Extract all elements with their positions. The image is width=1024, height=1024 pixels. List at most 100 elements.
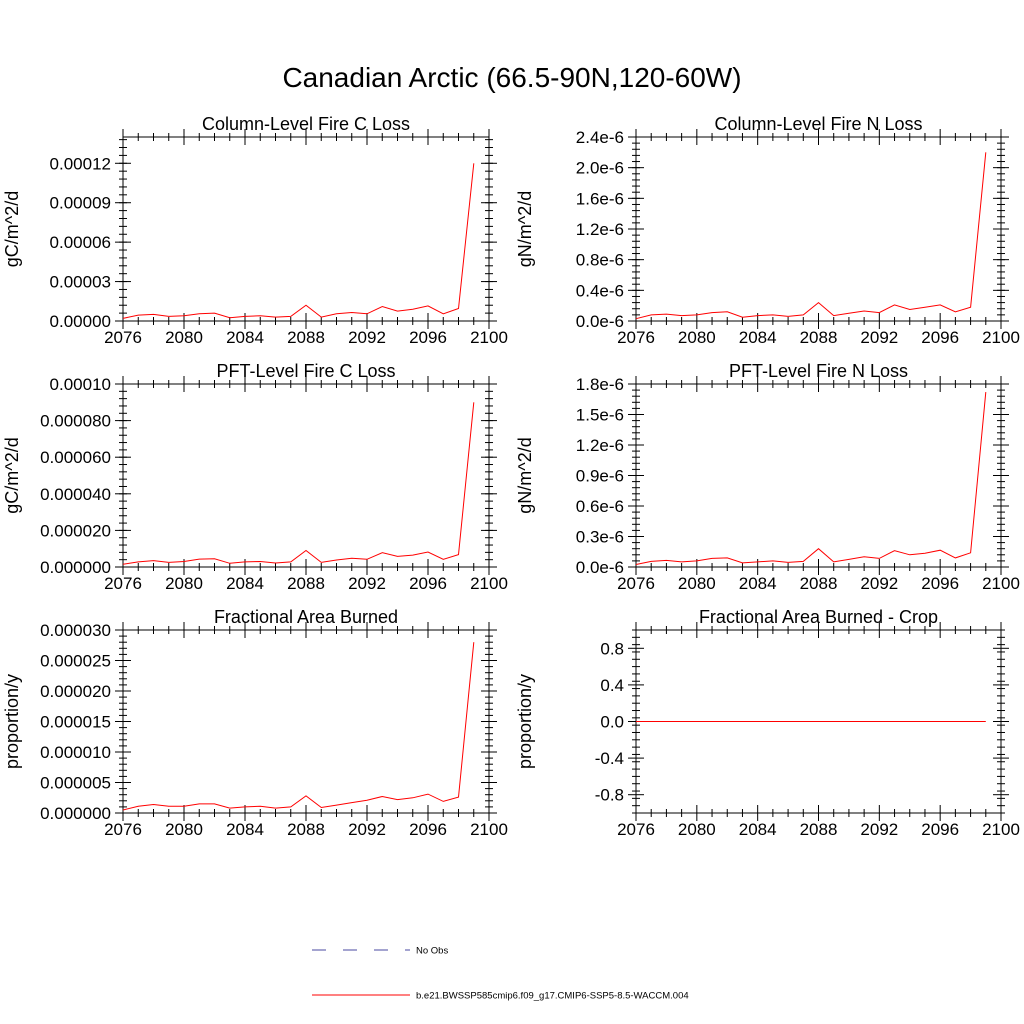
x-tick-label: 2080 (678, 328, 716, 347)
x-tick-label: 2100 (470, 820, 508, 839)
chart-panel-2: Column-Level Fire N Loss gN/m^2/d 2076 2080… (515, 114, 1020, 347)
y-axis-label: gC/m^2/d (2, 191, 22, 267)
x-tick-label: 2084 (739, 328, 777, 347)
chart-panel-5: Fractional Area Burned proportion/y 2076 20… (2, 607, 508, 839)
y-tick-label: 0.4 (600, 676, 624, 695)
plot-frame (122, 136, 490, 322)
x-tick-label: 2088 (800, 820, 838, 839)
x-tick-label: 2088 (800, 328, 838, 347)
x-tick-label: 2088 (287, 820, 325, 839)
y-tick-label: 0.00003 (50, 273, 111, 292)
x-tick-label: 2076 (617, 328, 655, 347)
x-tick-label: 2100 (470, 328, 508, 347)
y-tick-label: 0.00009 (50, 194, 111, 213)
series-line-1 (122, 163, 475, 319)
x-tick-label: 2092 (348, 574, 386, 593)
panel-title: PFT-Level Fire C Loss (216, 361, 395, 381)
series-line-1 (122, 402, 475, 565)
x-tick-label: 2096 (409, 820, 447, 839)
figure-title: Canadian Arctic (66.5-90N,120-60W) (282, 62, 742, 93)
y-axis-label: proportion/y (2, 674, 22, 769)
chart-panel-1: Column-Level Fire C Loss gC/m^2/d 2076 2080… (2, 114, 508, 347)
x-tick-label: 2092 (860, 574, 898, 593)
chart-panel-6: Fractional Area Burned - Crop proportion/… (515, 607, 1020, 839)
x-tick-label: 2076 (104, 820, 142, 839)
legend-label: No Obs (416, 946, 448, 957)
y-axis-label: gC/m^2/d (2, 437, 22, 513)
y-tick-label: 0.0 (600, 713, 624, 732)
chart-panel-3: PFT-Level Fire C Loss gC/m^2/d 2076 2080 208… (2, 361, 508, 593)
y-tick-label: 0.000010 (40, 743, 111, 762)
x-tick-label: 2084 (739, 574, 777, 593)
series-line-1 (635, 392, 987, 565)
y-tick-label: 0.8e-6 (576, 251, 624, 270)
y-tick-label: 0.000015 (40, 713, 111, 732)
x-tick-label: 2080 (678, 574, 716, 593)
y-tick-label: 1.2e-6 (576, 436, 624, 455)
y-tick-label: 0.000020 (40, 521, 111, 540)
y-tick-label: 0.000000 (40, 558, 111, 577)
x-tick-label: 2096 (921, 574, 959, 593)
y-tick-label: 0.00006 (50, 233, 111, 252)
plot-frame (635, 383, 1002, 568)
x-tick-label: 2080 (165, 328, 203, 347)
y-tick-label: 0.00012 (50, 154, 111, 173)
plot-frame (122, 629, 490, 814)
chart-panel-4: PFT-Level Fire N Loss gN/m^2/d 2076 2080 208… (515, 361, 1020, 593)
panel-title: PFT-Level Fire N Loss (729, 361, 908, 381)
series-line-1 (122, 642, 475, 811)
y-axis-label: gN/m^2/d (515, 437, 535, 513)
x-tick-label: 2088 (287, 574, 325, 593)
y-tick-label: 0.000000 (40, 804, 111, 823)
y-tick-label: 0.9e-6 (576, 467, 624, 486)
x-tick-label: 2084 (739, 820, 777, 839)
y-tick-label: 0.000080 (40, 412, 111, 431)
x-tick-label: 2084 (226, 574, 264, 593)
y-tick-label: 0.000025 (40, 652, 111, 671)
y-tick-label: 0.000020 (40, 682, 111, 701)
x-tick-label: 2076 (617, 820, 655, 839)
x-tick-label: 2080 (678, 820, 716, 839)
x-tick-label: 2092 (860, 328, 898, 347)
y-tick-label: 0.0e-6 (576, 558, 624, 577)
panel-title: Column-Level Fire C Loss (202, 114, 410, 134)
x-tick-label: 2100 (470, 574, 508, 593)
y-tick-label: 0.00000 (50, 312, 111, 331)
y-axis-label: gN/m^2/d (515, 191, 535, 267)
y-tick-label: 0.000040 (40, 485, 111, 504)
panel-title: Fractional Area Burned - Crop (699, 607, 938, 627)
y-tick-label: 1.8e-6 (576, 375, 624, 394)
x-tick-label: 2084 (226, 820, 264, 839)
x-tick-label: 2088 (800, 574, 838, 593)
legend: No Obs b.e21.BWSSP585cmip6.f09_g17.CMIP6-… (312, 946, 689, 1002)
x-tick-label: 2076 (104, 328, 142, 347)
x-tick-label: 2076 (104, 574, 142, 593)
y-axis-label: proportion/y (515, 674, 535, 769)
series-line-1 (635, 152, 987, 320)
x-tick-label: 2096 (409, 574, 447, 593)
y-tick-label: 0.4e-6 (576, 281, 624, 300)
y-tick-label: 1.5e-6 (576, 406, 624, 425)
x-tick-label: 2100 (982, 820, 1020, 839)
x-tick-label: 2092 (348, 328, 386, 347)
y-tick-label: 1.6e-6 (576, 189, 624, 208)
y-tick-label: 0.0e-6 (576, 312, 624, 331)
x-tick-label: 2088 (287, 328, 325, 347)
y-tick-label: 1.2e-6 (576, 220, 624, 239)
x-tick-label: 2080 (165, 574, 203, 593)
y-tick-label: 0.8 (600, 639, 624, 658)
x-tick-label: 2096 (921, 328, 959, 347)
y-tick-label: 2.0e-6 (576, 159, 624, 178)
panel-title: Column-Level Fire N Loss (714, 114, 922, 134)
y-tick-label: 0.3e-6 (576, 528, 624, 547)
y-tick-label: 0.6e-6 (576, 497, 624, 516)
x-tick-label: 2084 (226, 328, 264, 347)
y-tick-label: 2.4e-6 (576, 128, 624, 147)
x-tick-label: 2096 (409, 328, 447, 347)
panel-title: Fractional Area Burned (214, 607, 398, 627)
y-tick-label: 0.000005 (40, 774, 111, 793)
x-tick-label: 2080 (165, 820, 203, 839)
x-tick-label: 2096 (921, 820, 959, 839)
